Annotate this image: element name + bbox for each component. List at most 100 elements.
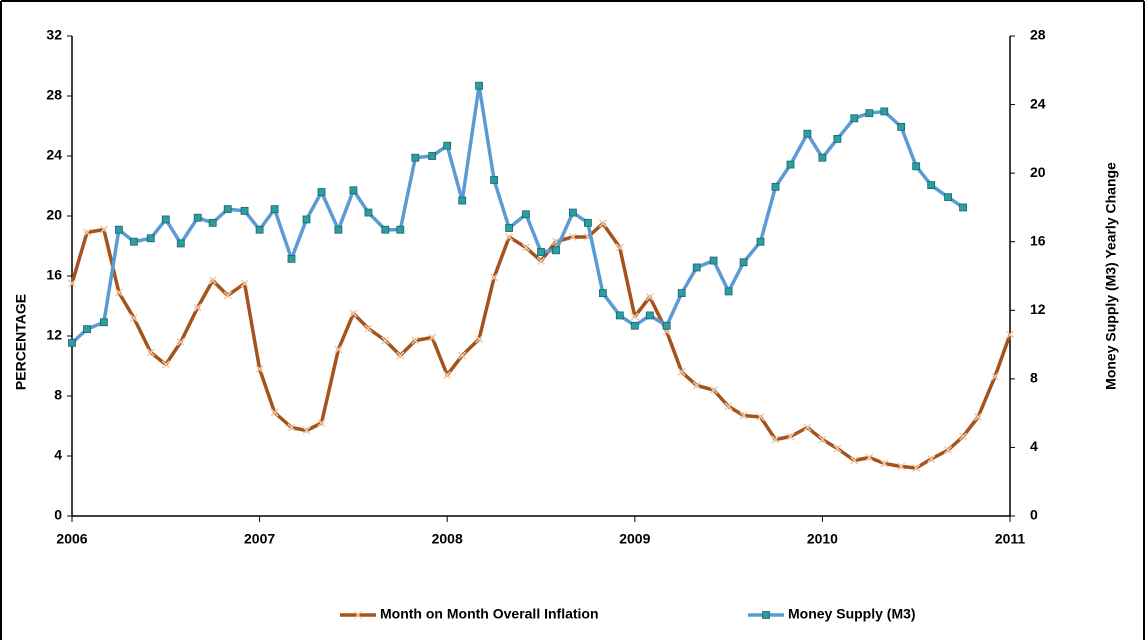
data-point bbox=[818, 153, 827, 162]
data-point bbox=[739, 258, 748, 267]
data-point bbox=[270, 408, 279, 417]
y-tick-label: 16 bbox=[46, 267, 62, 283]
x-tick-label: 2006 bbox=[56, 531, 87, 547]
data-point bbox=[443, 141, 452, 150]
data-point bbox=[756, 237, 765, 246]
data-point bbox=[724, 402, 733, 411]
series-line bbox=[70, 83, 965, 345]
data-point bbox=[959, 203, 967, 212]
data-point bbox=[912, 162, 921, 171]
data-point bbox=[115, 225, 123, 234]
data-point bbox=[897, 122, 906, 131]
y2-tick-label: 8 bbox=[1030, 370, 1038, 386]
y2-axis-label: Money Supply (M3) Yearly Change bbox=[1103, 162, 1119, 390]
data-point bbox=[287, 254, 296, 263]
data-point bbox=[161, 360, 170, 369]
data-point bbox=[396, 225, 405, 234]
data-point bbox=[411, 336, 420, 345]
data-point bbox=[599, 289, 607, 298]
data-point bbox=[927, 454, 936, 464]
data-point bbox=[381, 225, 390, 234]
data-point bbox=[584, 218, 592, 227]
data-point bbox=[771, 182, 780, 191]
data-point bbox=[537, 248, 545, 256]
data-point bbox=[598, 219, 607, 228]
data-point bbox=[240, 279, 249, 288]
data-point bbox=[771, 435, 780, 444]
y-tick-label: 0 bbox=[54, 507, 62, 523]
data-point bbox=[130, 237, 138, 246]
data-point bbox=[458, 351, 467, 360]
data-point bbox=[756, 412, 765, 422]
data-point bbox=[677, 367, 686, 377]
y-tick-label: 4 bbox=[54, 447, 62, 463]
data-point bbox=[255, 364, 264, 374]
y2-tick-label: 28 bbox=[1030, 27, 1046, 43]
data-point bbox=[568, 208, 577, 217]
data-point bbox=[724, 287, 733, 296]
data-point bbox=[99, 318, 108, 327]
data-point bbox=[505, 224, 514, 232]
data-point bbox=[739, 411, 748, 420]
y-tick-label: 32 bbox=[46, 27, 62, 43]
data-point bbox=[428, 152, 437, 160]
data-point bbox=[83, 325, 91, 334]
data-point bbox=[223, 291, 232, 300]
data-point bbox=[833, 134, 842, 143]
data-point bbox=[521, 243, 531, 252]
y-tick-label: 20 bbox=[46, 207, 62, 223]
data-point bbox=[709, 385, 718, 395]
data-point bbox=[850, 456, 859, 465]
data-point bbox=[381, 336, 390, 345]
data-point bbox=[803, 129, 812, 138]
data-point bbox=[692, 263, 701, 272]
data-point bbox=[68, 338, 76, 347]
x-tick-label: 2010 bbox=[807, 531, 838, 547]
data-point bbox=[334, 225, 343, 234]
data-point bbox=[630, 312, 639, 321]
data-point bbox=[317, 188, 326, 196]
data-point bbox=[208, 218, 217, 227]
data-point bbox=[334, 345, 343, 354]
data-point bbox=[223, 205, 232, 214]
x-tick-label: 2009 bbox=[619, 531, 650, 547]
data-point bbox=[990, 372, 1000, 381]
data-point bbox=[880, 107, 889, 116]
data-point bbox=[302, 426, 311, 435]
data-point bbox=[114, 288, 123, 297]
data-point bbox=[645, 292, 654, 302]
y2-tick-label: 20 bbox=[1030, 164, 1046, 180]
data-point bbox=[522, 210, 530, 219]
data-point bbox=[833, 444, 842, 453]
data-point bbox=[146, 348, 155, 357]
y-tick-label: 24 bbox=[46, 147, 62, 163]
data-point bbox=[193, 303, 202, 312]
legend-label: Money Supply (M3) bbox=[788, 606, 916, 622]
data-point bbox=[615, 311, 624, 320]
data-point bbox=[317, 418, 326, 428]
data-point bbox=[411, 153, 420, 162]
data-point bbox=[974, 412, 983, 422]
data-point bbox=[865, 453, 874, 462]
data-point bbox=[927, 181, 936, 190]
data-point bbox=[475, 334, 484, 344]
x-tick-label: 2011 bbox=[995, 531, 1026, 547]
data-point bbox=[490, 176, 499, 184]
data-point bbox=[240, 206, 249, 215]
data-point bbox=[396, 351, 405, 360]
data-point bbox=[645, 311, 654, 320]
x-tick-label: 2007 bbox=[244, 531, 275, 547]
data-point bbox=[630, 321, 639, 330]
data-point bbox=[865, 109, 874, 118]
data-point bbox=[615, 243, 624, 252]
data-point bbox=[786, 432, 795, 441]
data-point bbox=[944, 445, 953, 455]
data-point bbox=[67, 279, 77, 288]
data-point bbox=[349, 186, 358, 195]
x-tick-label: 2008 bbox=[432, 531, 463, 547]
data-point bbox=[880, 459, 889, 468]
data-point bbox=[161, 215, 170, 224]
data-point bbox=[692, 381, 701, 390]
data-point bbox=[818, 435, 827, 444]
data-point bbox=[568, 232, 577, 242]
